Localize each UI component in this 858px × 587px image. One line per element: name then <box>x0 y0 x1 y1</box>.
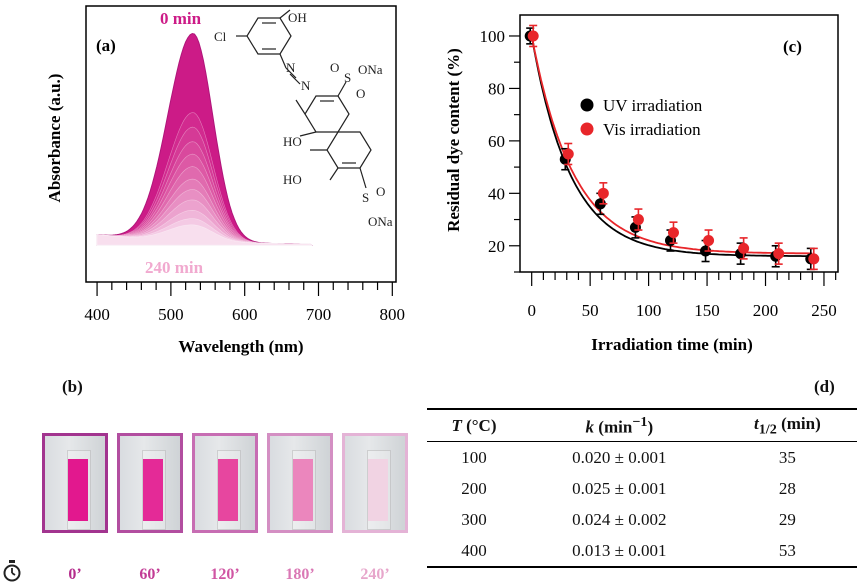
panel-c-label: (c) <box>783 37 802 56</box>
x-axis-label-c: Irradiation time (min) <box>591 335 752 354</box>
absorbance-chart: 400 500 600 700 800 (a) 0 min 240 min Wavele… <box>45 5 405 356</box>
data-point-vis <box>738 242 750 254</box>
x-tick-label-a: 700 <box>306 305 332 324</box>
axes-ticks-c: 0 50 100 150 200 250 20 40 60 80 100 <box>480 27 837 320</box>
molecule-label-s_bot: S <box>362 190 369 205</box>
table-row: 100 0.020 ± 0.001 35 <box>461 448 796 468</box>
vial-photo <box>117 433 183 533</box>
legend-c: UV irradiation Vis irradiation <box>580 96 703 139</box>
molecule-label-cl: Cl <box>214 29 227 44</box>
x-tick-label-c: 150 <box>694 301 720 320</box>
vial-time-label: 60’ <box>139 566 161 583</box>
molecule-label-so3na_top: ONa <box>358 62 383 77</box>
legend-label: UV irradiation <box>603 96 703 115</box>
residual-dye-chart: 0 50 100 150 200 250 20 40 60 80 100 UV irradiatio… <box>444 14 839 354</box>
x-tick-label-a: 400 <box>84 305 110 324</box>
x-tick-label-a: 500 <box>158 305 184 324</box>
vial-time-label: 0’ <box>68 566 82 583</box>
vial-liquid <box>143 459 163 521</box>
panel-a-label: (a) <box>96 36 116 55</box>
vial-photo <box>267 433 333 533</box>
data-point-vis <box>632 214 644 226</box>
y-tick-label-c: 20 <box>488 237 505 256</box>
y-tick-label-c: 80 <box>488 79 505 98</box>
fit-curve-1 <box>530 35 813 255</box>
vial-liquid <box>68 459 88 521</box>
data-point-vis <box>562 148 574 160</box>
data-point-vis <box>597 187 609 199</box>
table-header-row: T (°C) k (min−1) t1/2 (min) <box>427 408 857 443</box>
y-tick-label-c: 100 <box>480 27 506 46</box>
panel-b-label: (b) <box>62 377 83 396</box>
data-points <box>524 24 820 271</box>
x-tick-label-c: 200 <box>753 301 779 320</box>
annotation-0-min: 0 min <box>160 9 202 28</box>
spectrum-series-11 <box>96 224 313 246</box>
data-point-vis <box>527 30 539 42</box>
header-rate-constant: k (min−1) <box>520 408 718 443</box>
header-temperature: T (°C) <box>427 408 521 443</box>
y-tick-label-c: 40 <box>488 184 505 203</box>
molecule-label-s_top: S <box>344 70 351 85</box>
y-axis-label-c: Residual dye content (%) <box>444 48 463 232</box>
table-row: 400 0.013 ± 0.001 53 <box>427 535 857 569</box>
molecule-label-oh: OH <box>288 10 307 25</box>
molecule-label-so3na_bot: ONa <box>368 214 393 229</box>
molecule-label-ho1: HO <box>283 134 302 149</box>
stopwatch-icon <box>3 560 21 582</box>
vial-time-label: 240’ <box>360 566 390 583</box>
header-half-life: t1/2 (min) <box>717 408 857 443</box>
molecule-labels: Cl OH N N S O ONa O HO HO S O ONa <box>214 10 393 229</box>
y-tick-label-c: 60 <box>488 132 505 151</box>
molecule-label-so3: O <box>356 86 365 101</box>
plot-a-frame <box>85 5 397 283</box>
molecule-structure <box>236 9 372 189</box>
x-tick-label-a: 800 <box>380 305 406 324</box>
x-ticks-a: 400 500 600 700 800 <box>84 282 405 324</box>
x-tick-label-c: 250 <box>811 301 837 320</box>
vial-liquid <box>218 459 238 521</box>
legend-marker <box>580 98 594 112</box>
x-tick-label-a: 600 <box>232 305 258 324</box>
kinetics-table: T (°C) k (min−1) t1/2 (min) 100 0.020 ± 0… <box>427 408 857 569</box>
table-row: 200 0.025 ± 0.001 28 <box>461 479 796 499</box>
vial-liquid <box>293 459 313 521</box>
spectra-group <box>96 32 313 246</box>
vial-row <box>42 433 410 533</box>
legend-label: Vis irradiation <box>603 120 701 139</box>
fit-curve-0 <box>530 35 813 257</box>
x-tick-label-c: 50 <box>582 301 599 320</box>
data-point-vis <box>773 248 785 260</box>
fit-curves <box>530 35 813 257</box>
table-row: 300 0.024 ± 0.002 29 <box>461 510 796 530</box>
x-tick-label-c: 100 <box>636 301 662 320</box>
panel-d-label: (d) <box>814 377 835 396</box>
molecule-label-o_top: O <box>330 60 339 75</box>
data-point-vis <box>808 253 820 265</box>
molecule-label-ho2: HO <box>283 172 302 187</box>
molecule-label-o_bot: O <box>376 184 385 199</box>
azo-n2: N <box>301 78 311 93</box>
data-point-vis <box>703 235 715 247</box>
plot-c-frame <box>519 14 839 273</box>
vial-photo <box>42 433 108 533</box>
vial-photo <box>342 433 408 533</box>
vial-time-label: 120’ <box>210 566 240 583</box>
data-point-vis <box>667 227 679 239</box>
annotation-240-min: 240 min <box>145 258 204 277</box>
legend-marker <box>580 122 594 136</box>
vial-photo <box>192 433 258 533</box>
azo-n1: N <box>286 60 296 75</box>
x-axis-label-a: Wavelength (nm) <box>178 337 303 356</box>
y-axis-label-a: Absorbance (a.u.) <box>45 74 64 203</box>
vial-liquid <box>368 459 388 521</box>
x-tick-label-c: 0 <box>527 301 536 320</box>
vial-time-label: 180’ <box>285 566 315 583</box>
